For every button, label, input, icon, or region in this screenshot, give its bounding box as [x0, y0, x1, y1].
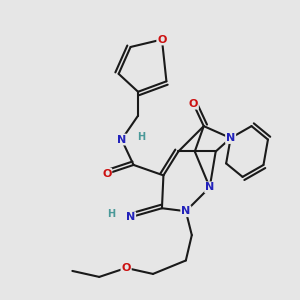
Text: O: O [122, 263, 131, 273]
Text: N: N [181, 206, 190, 216]
Text: N: N [226, 133, 235, 143]
Text: O: O [157, 34, 167, 44]
Text: H: H [137, 132, 145, 142]
Text: N: N [205, 182, 214, 192]
Text: N: N [126, 212, 135, 222]
Text: N: N [117, 134, 126, 145]
Text: O: O [102, 169, 111, 179]
Text: O: O [189, 99, 198, 109]
Text: H: H [107, 209, 115, 219]
